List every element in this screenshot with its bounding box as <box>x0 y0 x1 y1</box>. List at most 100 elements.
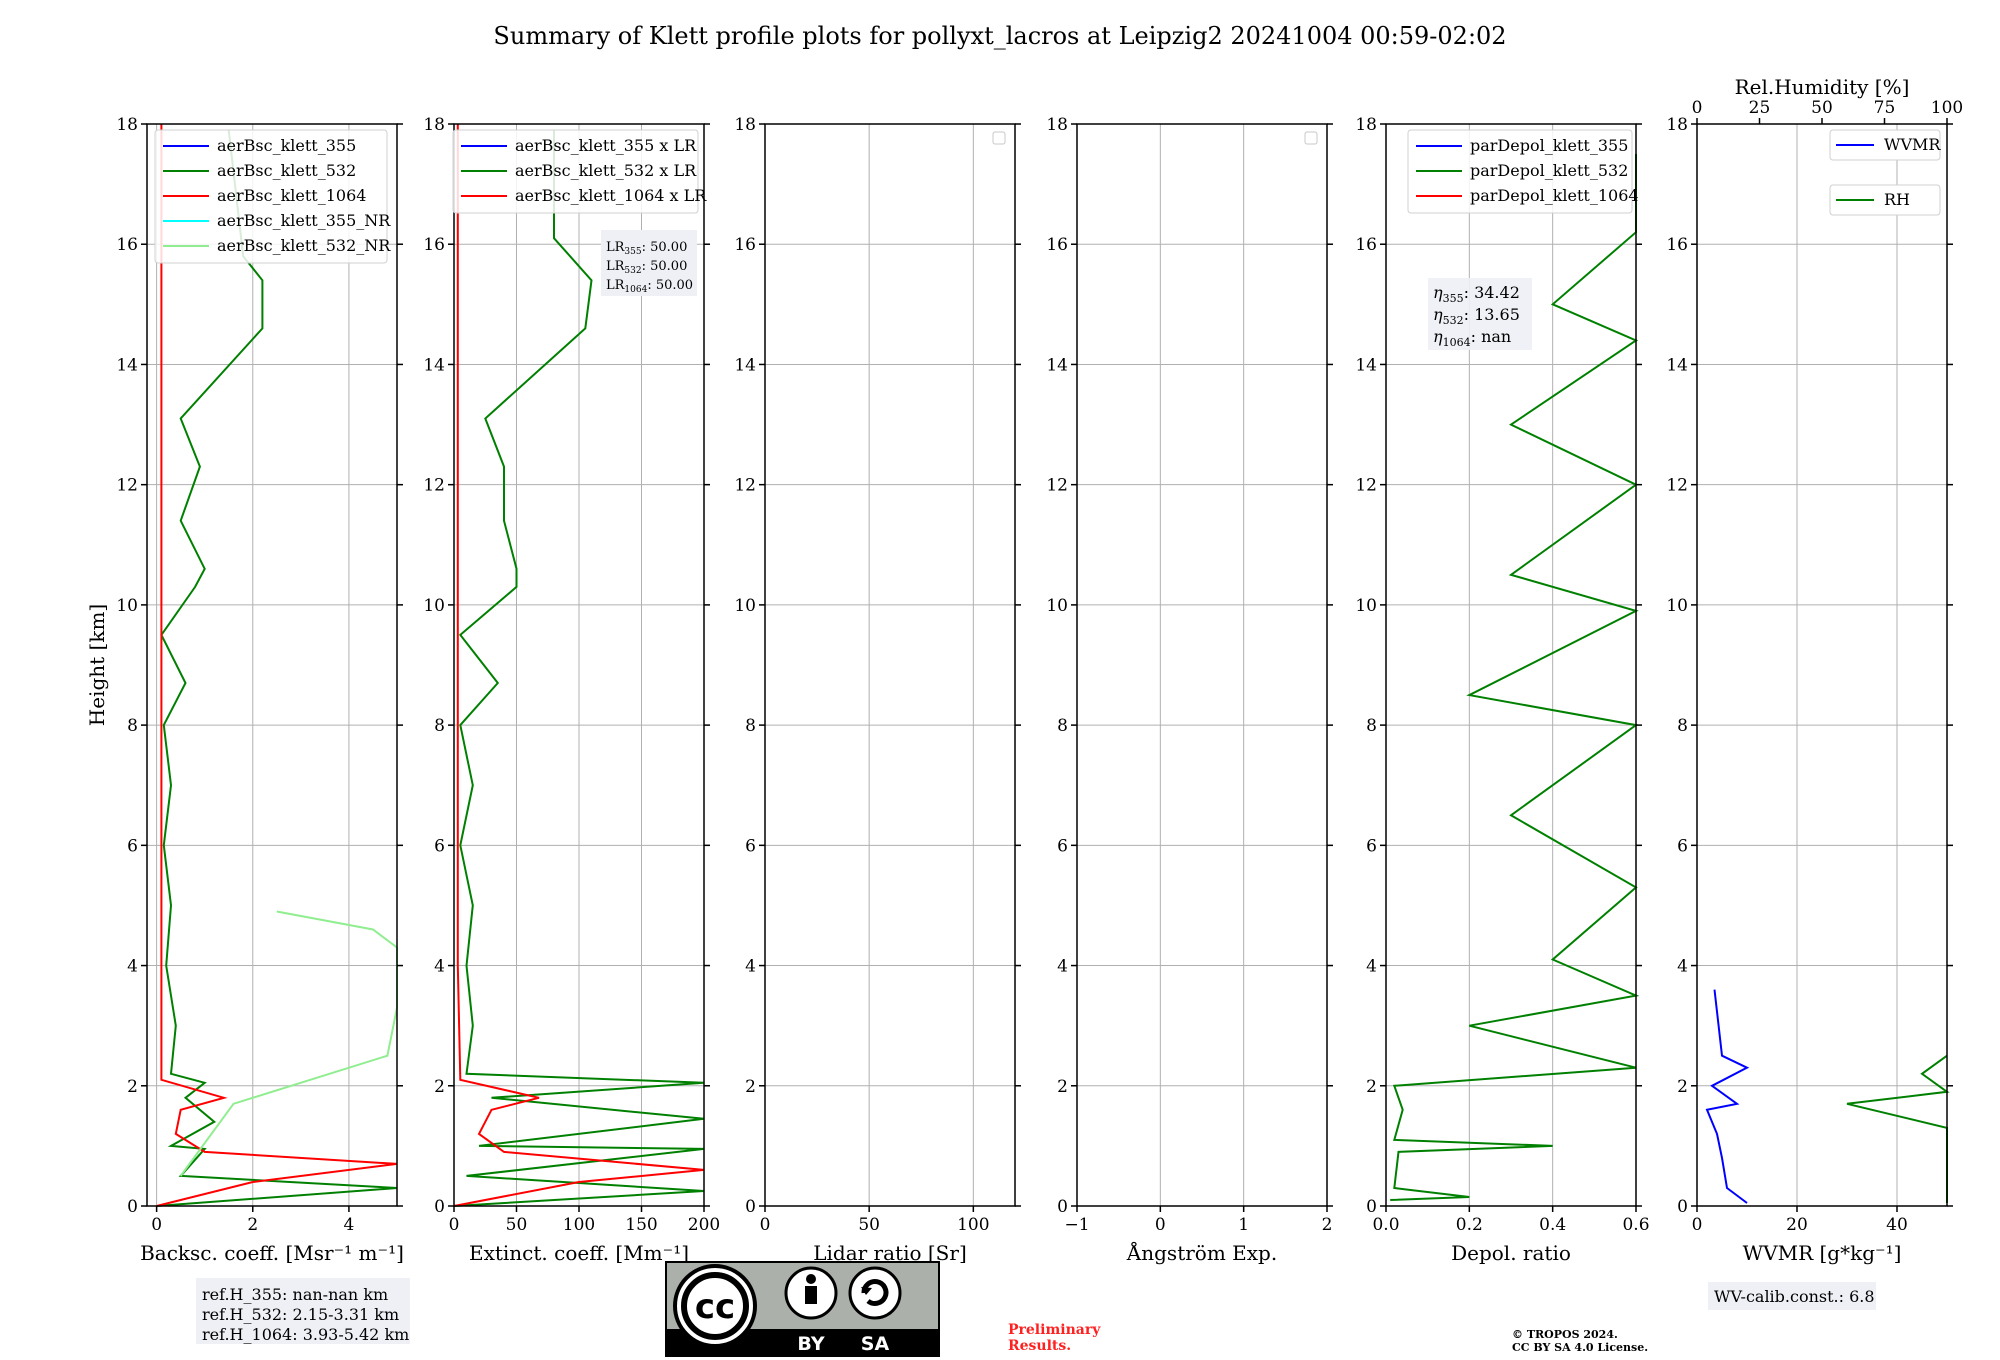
series-line <box>156 124 398 1207</box>
y-tick-label: 18 <box>423 115 445 135</box>
x-axis-label: Depol. ratio <box>1451 1241 1571 1265</box>
wv-calib-text: WV-calib.const.: 6.8 <box>1714 1287 1875 1306</box>
y-tick-label: 6 <box>127 836 138 856</box>
legend-entry: RH <box>1884 190 1910 209</box>
top-axis-label: Rel.Humidity [%] <box>1735 75 1910 99</box>
x-tick-label: 150 <box>625 1215 657 1235</box>
top-tick-label: 25 <box>1749 98 1771 118</box>
y-tick-label: 6 <box>1057 836 1068 856</box>
y-tick-label: 4 <box>1366 957 1377 977</box>
legend-box <box>1829 184 1941 216</box>
y-tick-label: 10 <box>734 596 756 616</box>
y-tick-label: 14 <box>1666 355 1688 375</box>
y-tick-label: 8 <box>745 716 756 736</box>
y-tick-label: 8 <box>434 716 445 736</box>
y-tick-label: 0 <box>1366 1197 1377 1217</box>
y-tick-label: 2 <box>1057 1077 1068 1097</box>
x-tick-label: 2 <box>1322 1215 1333 1235</box>
x-tick-label: 2 <box>247 1215 258 1235</box>
y-tick-label: 2 <box>1366 1077 1377 1097</box>
empty-legend <box>1304 131 1318 145</box>
copyright-line1: © TROPOS 2024. <box>1512 1328 1618 1341</box>
x-axis-label: Backsc. coeff. [Msr⁻¹ m⁻¹] <box>140 1241 404 1265</box>
ref-height-532: ref.H_532: 2.15-3.31 km <box>202 1305 399 1324</box>
x-tick-label: 0 <box>449 1215 460 1235</box>
y-tick-label: 2 <box>127 1077 138 1097</box>
legend-box <box>154 129 388 264</box>
legend-box <box>1829 129 1941 161</box>
y-tick-label: 12 <box>116 476 138 496</box>
y-tick-label: 8 <box>1677 716 1688 736</box>
y-tick-label: 10 <box>116 596 138 616</box>
y-tick-label: 8 <box>127 716 138 736</box>
preliminary-line2: Results. <box>1008 1338 1071 1354</box>
legend-box <box>452 129 699 214</box>
y-tick-label: 16 <box>423 235 445 255</box>
series-line <box>179 910 398 1177</box>
x-tick-label: 0 <box>151 1215 162 1235</box>
y-tick-label: 10 <box>1355 596 1377 616</box>
y-tick-label: 10 <box>1666 596 1688 616</box>
y-tick-label: 0 <box>434 1197 445 1217</box>
badge-by: BY <box>797 1333 824 1355</box>
y-tick-label: 2 <box>745 1077 756 1097</box>
legend-entry: aerBsc_klett_355 <box>217 136 356 155</box>
x-tick-label: 200 <box>688 1215 720 1235</box>
legend-entry: aerBsc_klett_532 x LR <box>515 161 697 180</box>
wv-calib-box: WV-calib.const.: 6.8 <box>1708 1282 1876 1310</box>
y-tick-label: 12 <box>1355 476 1377 496</box>
y-tick-label: 18 <box>116 115 138 135</box>
y-tick-label: 18 <box>1666 115 1688 135</box>
x-tick-label: 40 <box>1886 1215 1908 1235</box>
y-tick-label: 4 <box>434 957 445 977</box>
series-line <box>453 124 705 1207</box>
series-line <box>453 130 705 1207</box>
y-tick-label: 0 <box>1677 1197 1688 1217</box>
legend-entry: aerBsc_klett_355_NR <box>217 211 391 230</box>
y-tick-label: 6 <box>434 836 445 856</box>
y-tick-label: 16 <box>1046 235 1068 255</box>
y-tick-label: 12 <box>1046 476 1068 496</box>
y-tick-label: 14 <box>1355 355 1377 375</box>
panel-ext: 0 50 100 150 200 0 2 4 6 8 10 12 14 16 18 Extinct. coef… <box>423 115 720 1265</box>
copyright-line2: CC BY SA 4.0 License. <box>1512 1341 1648 1354</box>
y-tick-label: 6 <box>1366 836 1377 856</box>
svg-text:cc: cc <box>695 1287 735 1327</box>
y-tick-label: 10 <box>423 596 445 616</box>
y-tick-label: 16 <box>116 235 138 255</box>
x-tick-label: 0.4 <box>1539 1215 1566 1235</box>
eta-annotation-bg <box>1428 278 1532 350</box>
series-line <box>1390 154 1640 1201</box>
top-tick-label: 75 <box>1874 98 1896 118</box>
y-tick-label: 18 <box>734 115 756 135</box>
y-tick-label: 0 <box>745 1197 756 1217</box>
y-tick-label: 0 <box>127 1197 138 1217</box>
x-tick-label: 0.0 <box>1372 1215 1399 1235</box>
empty-legend <box>992 131 1006 145</box>
legend-box <box>1407 129 1633 214</box>
series-line <box>1705 989 1750 1204</box>
y-tick-label: 4 <box>127 957 138 977</box>
y-tick-label: 16 <box>1666 235 1688 255</box>
legend-entry: parDepol_klett_532 <box>1470 161 1628 180</box>
lr-annotation-line: LR532: 50.00 <box>606 259 687 276</box>
x-axis-label: WVMR [g*kg⁻¹] <box>1743 1241 1902 1265</box>
eta-annotation-line: η532: 13.65 <box>1433 305 1520 327</box>
axes-frame <box>1076 123 1328 1207</box>
axes-frame <box>1696 123 1948 1207</box>
y-tick-label: 12 <box>1666 476 1688 496</box>
axes-frame <box>146 123 398 1207</box>
axes-frame <box>1385 123 1637 1207</box>
y-tick-label: 10 <box>1046 596 1068 616</box>
y-tick-label: 12 <box>423 476 445 496</box>
x-tick-label: 0 <box>760 1215 771 1235</box>
ref-height-1064: ref.H_1064: 3.93-5.42 km <box>202 1325 409 1344</box>
y-tick-label: 18 <box>1046 115 1068 135</box>
panel-depol: 0.0 0.2 0.4 0.6 0 2 4 6 8 10 12 14 16 18 Depol. ratio p… <box>1355 115 1649 1265</box>
lr-annotation-line: LR355: 50.00 <box>606 240 687 257</box>
y-tick-label: 14 <box>1046 355 1068 375</box>
x-tick-label: 100 <box>563 1215 595 1235</box>
eta-annotation-line: η1064: nan <box>1433 327 1511 349</box>
